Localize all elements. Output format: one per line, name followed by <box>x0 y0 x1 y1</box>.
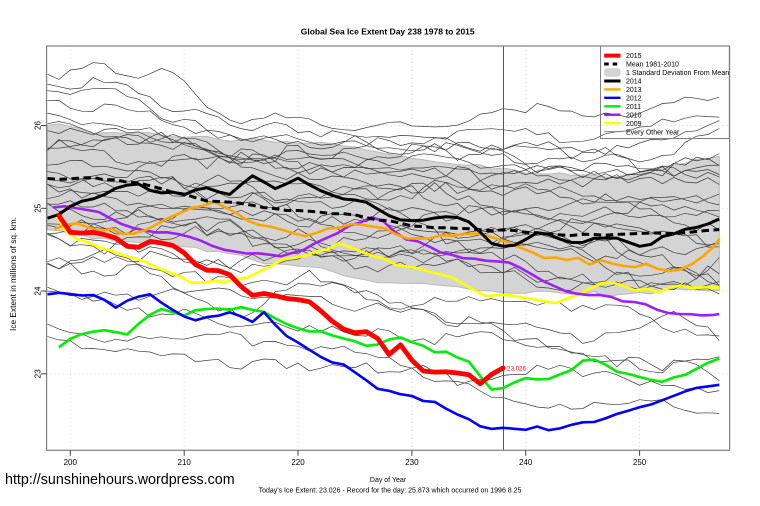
svg-text:240: 240 <box>519 458 533 467</box>
svg-text:200: 200 <box>64 458 78 467</box>
svg-text:220: 220 <box>291 458 305 467</box>
svg-text:2013: 2013 <box>626 87 642 94</box>
svg-text:2011: 2011 <box>626 104 641 111</box>
svg-text:Global Sea Ice Extent Day 238: Global Sea Ice Extent Day 238 1978 to 20… <box>301 27 475 37</box>
svg-text:2009: 2009 <box>626 121 642 128</box>
svg-text:2012: 2012 <box>626 95 642 102</box>
svg-text:26: 26 <box>34 121 43 130</box>
svg-text:210: 210 <box>178 458 192 467</box>
svg-text:24: 24 <box>34 286 43 295</box>
svg-text:Today's Ice Extent: 23.026 -: Today's Ice Extent: 23.026 - Record for … <box>259 488 522 495</box>
svg-text:23: 23 <box>34 369 43 378</box>
svg-text:http://sunshinehours.wordpress: http://sunshinehours.wordpress.com <box>5 472 235 488</box>
svg-text:Every Other Year: Every Other Year <box>626 129 680 136</box>
svg-text:1 Standard Deviation From Mean: 1 Standard Deviation From Mean <box>626 70 729 77</box>
svg-text:Mean 1981-2010: Mean 1981-2010 <box>626 62 679 69</box>
svg-text:25: 25 <box>34 203 43 212</box>
svg-text:2015: 2015 <box>626 53 642 60</box>
svg-text:250: 250 <box>633 458 647 467</box>
svg-text:Day of Year: Day of Year <box>370 477 407 484</box>
svg-text:2014: 2014 <box>626 79 642 86</box>
svg-text:2010: 2010 <box>626 112 642 119</box>
svg-text:Ice Extent in millions of sq.: Ice Extent in millions of sq. km. <box>8 217 18 331</box>
svg-text:230: 230 <box>405 458 419 467</box>
svg-text:23.026: 23.026 <box>507 366 526 373</box>
